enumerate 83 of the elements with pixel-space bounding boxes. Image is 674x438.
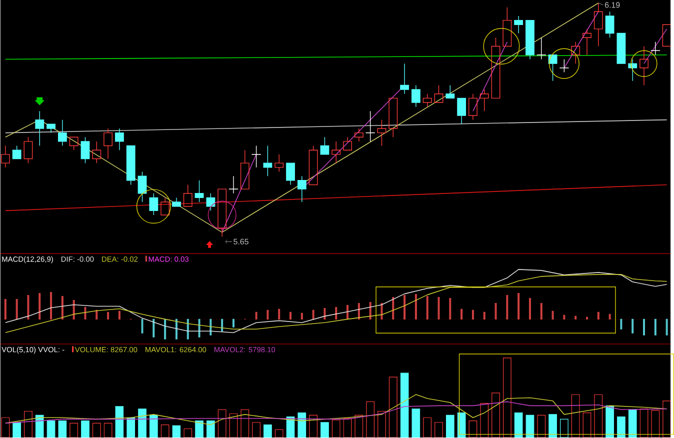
bar [651, 410, 660, 438]
candlestick [46, 124, 56, 134]
candlestick [354, 128, 364, 142]
candlestick [502, 7, 512, 47]
candlestick [468, 94, 478, 120]
bar [502, 358, 512, 438]
bar [138, 408, 146, 438]
candlestick [240, 150, 250, 190]
bar [1, 418, 10, 438]
candlestick [628, 59, 638, 82]
candlestick [160, 198, 170, 216]
bar [92, 423, 101, 438]
candlestick [274, 154, 284, 172]
candlestick [92, 141, 102, 164]
bar [480, 403, 489, 438]
candlestick [194, 180, 204, 203]
bar [172, 426, 181, 438]
candlestick [650, 42, 660, 56]
bar [354, 415, 364, 438]
bar [492, 392, 500, 438]
candlestick [58, 120, 67, 146]
candlestick [400, 63, 409, 94]
candlestick [411, 85, 420, 108]
candlestick [35, 111, 44, 146]
candlestick [514, 16, 524, 34]
bar [582, 412, 592, 438]
bar [229, 414, 238, 438]
bar [298, 412, 306, 438]
bar [571, 394, 580, 438]
bar [264, 424, 272, 438]
bar [560, 419, 568, 438]
bar [514, 412, 523, 438]
candlestick [218, 188, 227, 238]
bar [195, 420, 204, 438]
bar [309, 415, 318, 438]
candlestick [582, 28, 592, 56]
bar [423, 418, 432, 438]
candlestick [263, 146, 272, 177]
candlestick [536, 38, 546, 60]
bar [640, 408, 648, 438]
candlestick [571, 42, 580, 64]
candlestick [365, 111, 376, 142]
bar [24, 411, 32, 438]
candlestick [594, 2, 603, 47]
bar [468, 420, 478, 438]
candlestick [286, 162, 295, 186]
bar [218, 410, 226, 438]
candlestick [138, 172, 147, 203]
bar [537, 415, 546, 438]
candlestick [114, 128, 124, 151]
bar [388, 376, 398, 438]
bar [104, 423, 112, 438]
bar [343, 418, 352, 438]
candlestick [251, 146, 262, 168]
candlestick [172, 198, 181, 207]
candlestick [559, 59, 570, 73]
bar [184, 428, 192, 438]
bar [594, 394, 603, 438]
bar [81, 420, 90, 438]
candlestick [640, 46, 648, 86]
candlestick [343, 137, 352, 151]
candlestick [480, 89, 489, 112]
bar [366, 402, 375, 438]
candlestick [457, 98, 466, 125]
candlestick [228, 176, 238, 194]
bar [160, 424, 170, 438]
candlestick [332, 141, 341, 164]
bar [70, 423, 78, 438]
candlestick [526, 20, 534, 60]
bar [274, 429, 284, 438]
bar [240, 410, 250, 438]
candlestick [0, 146, 10, 168]
bar [332, 420, 340, 438]
bar [412, 408, 420, 438]
bar [58, 420, 67, 438]
candlestick [297, 176, 306, 203]
candlestick [377, 120, 386, 146]
bar [400, 373, 409, 438]
candlestick [104, 128, 113, 160]
bar [378, 411, 386, 438]
bar [434, 422, 443, 438]
bar [617, 416, 626, 438]
bar [457, 412, 466, 438]
